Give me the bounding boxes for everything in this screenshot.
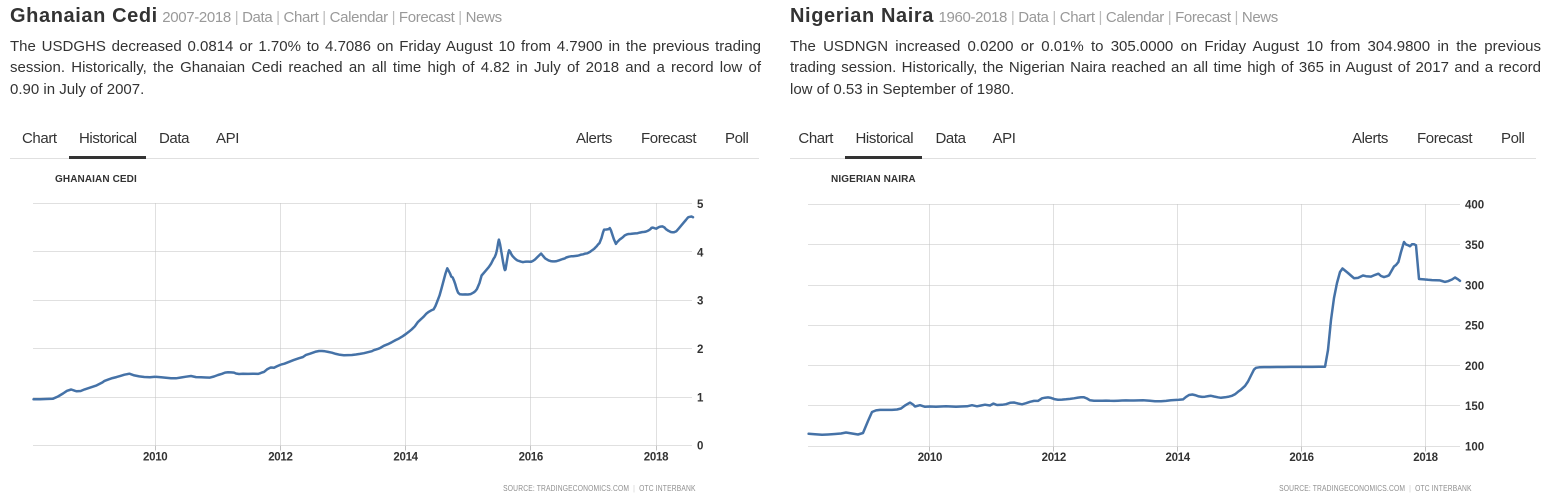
svg-text:400: 400 [1465,200,1484,212]
svg-text:4: 4 [697,247,704,259]
svg-text:0: 0 [697,441,703,453]
svg-text:2016: 2016 [1289,452,1313,464]
svg-text:2012: 2012 [1042,452,1066,464]
svg-text:350: 350 [1465,240,1484,252]
svg-text:300: 300 [1465,280,1484,292]
svg-text:5: 5 [697,199,704,211]
svg-text:2010: 2010 [918,452,942,464]
svg-text:200: 200 [1465,361,1484,373]
svg-text:2018: 2018 [644,451,669,463]
svg-text:2012: 2012 [268,451,292,463]
svg-text:2010: 2010 [143,451,167,463]
svg-text:3: 3 [697,296,703,308]
svg-text:250: 250 [1465,321,1484,333]
svg-text:2014: 2014 [393,451,418,463]
svg-text:2018: 2018 [1413,452,1438,464]
svg-text:2: 2 [697,344,703,356]
svg-text:150: 150 [1465,401,1484,413]
svg-text:1: 1 [697,392,704,404]
svg-text:2016: 2016 [519,451,543,463]
svg-text:100: 100 [1465,442,1484,454]
svg-text:2014: 2014 [1166,452,1191,464]
